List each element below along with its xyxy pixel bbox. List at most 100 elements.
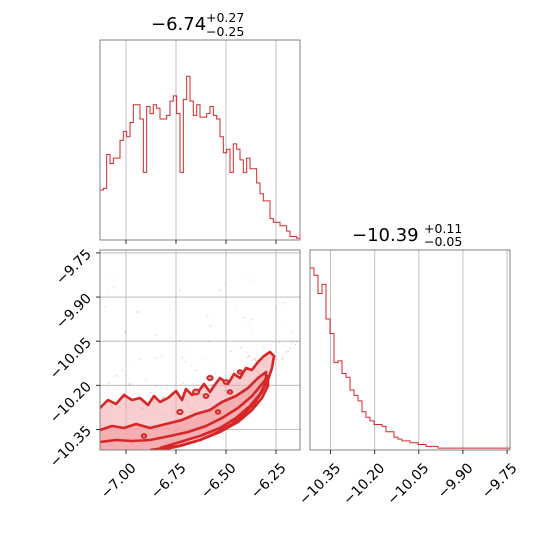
- hist-y-tick-label: −9.75: [479, 460, 521, 502]
- joint-sample-point: [254, 360, 257, 362]
- hist-x-panel: [99, 39, 301, 244]
- joint-sample-point: [246, 273, 248, 276]
- joint-y-tick-label: −9.90: [53, 291, 95, 333]
- joint-sample-point: [291, 347, 294, 349]
- joint-sample-point: [121, 369, 124, 372]
- joint-sample-point: [122, 348, 125, 350]
- joint-sample-point: [185, 350, 187, 353]
- joint-sample-point: [252, 333, 255, 336]
- joint-sample-point: [288, 347, 291, 349]
- joint-sample-point: [179, 289, 181, 292]
- joint-sample-point: [289, 348, 292, 350]
- joint-sample-point: [201, 358, 204, 360]
- joint-sample-point: [275, 358, 277, 360]
- hist-x-frame: [99, 39, 301, 241]
- joint-sample-point: [234, 309, 236, 312]
- joint-sample-point: [253, 357, 256, 360]
- joint-sample-point: [219, 288, 222, 292]
- joint-sample-point: [178, 340, 181, 342]
- joint-sample-point: [124, 331, 127, 334]
- joint-sample-point: [289, 340, 292, 342]
- joint-sample-point: [145, 378, 148, 381]
- joint-sample-point: [256, 353, 259, 356]
- joint-sample-point: [182, 382, 185, 385]
- joint-sample-point: [122, 301, 125, 304]
- hist-y-tick-label: −10.35: [296, 460, 344, 508]
- joint-sample-point: [242, 316, 246, 320]
- hist-y-title-plus: +0.11: [424, 221, 462, 236]
- joint-sample-point: [169, 308, 171, 311]
- joint-sample-point: [250, 329, 253, 332]
- joint-sample-point: [247, 321, 250, 324]
- joint-sample-point: [248, 355, 250, 358]
- joint-sample-point: [278, 341, 281, 343]
- joint-sample-point: [181, 356, 184, 359]
- joint-sample-point: [180, 338, 182, 341]
- joint-sample-point: [214, 372, 217, 375]
- joint-sample-point: [127, 364, 129, 367]
- joint-contour-island: [226, 389, 234, 395]
- joint-sample-point: [209, 364, 212, 366]
- joint-sample-point: [251, 359, 254, 361]
- joint-sample-point: [155, 357, 157, 359]
- joint-sample-point: [294, 344, 297, 346]
- joint-y-tick-label: −10.20: [47, 379, 95, 427]
- joint-contour-islands: [140, 369, 244, 439]
- joint-sample-point: [251, 318, 253, 321]
- joint-contour-island: [192, 388, 200, 396]
- joint-x-tick-label: −6.25: [248, 460, 290, 502]
- joint-sample-point: [112, 285, 115, 289]
- joint-sample-point: [262, 346, 265, 348]
- joint-sample-point: [295, 340, 298, 343]
- joint-sample-point: [278, 302, 281, 305]
- joint-contour-island: [222, 379, 230, 385]
- hist-x-title: −6.74: [151, 14, 206, 35]
- joint-contour-island: [214, 409, 222, 415]
- joint-sample-point: [232, 370, 235, 373]
- joint-sample-point: [150, 391, 152, 394]
- hist-x-title-minus: −0.25: [206, 24, 244, 39]
- joint-x-tick-label: −7.00: [98, 460, 140, 502]
- joint-sample-point: [283, 345, 286, 347]
- joint-sample-point: [282, 356, 285, 359]
- joint-sample-point: [283, 321, 286, 324]
- joint-contour-island: [236, 369, 244, 375]
- joint-contour-island: [176, 408, 184, 416]
- joint-sample-point: [162, 396, 164, 399]
- joint-contour-line-mid: [100, 370, 268, 450]
- joint-sample-point: [124, 374, 126, 377]
- joint-sample-point: [248, 323, 250, 326]
- joint-sample-point: [224, 283, 226, 285]
- joint-sample-point: [280, 357, 283, 360]
- hist-y-tick-label: −10.05: [384, 460, 432, 508]
- hist-x-title-median: −6.74: [151, 14, 206, 35]
- joint-sample-point: [290, 330, 293, 333]
- joint-frame: [99, 249, 301, 451]
- joint-sample-point: [281, 353, 284, 356]
- joint-sample-point: [116, 375, 118, 377]
- joint-sample-point: [160, 355, 163, 357]
- joint-contour-island: [206, 374, 214, 382]
- joint-sample-point: [107, 382, 111, 385]
- hist-x-ticks: [125, 240, 277, 244]
- joint-sample-point: [228, 373, 231, 376]
- joint-sample-point: [107, 386, 109, 388]
- joint-sample-point: [291, 341, 294, 345]
- joint-sample-point: [252, 279, 254, 282]
- hist-y-step-line: [310, 267, 510, 449]
- joint-sample-point: [287, 350, 289, 353]
- joint-sample-point: [154, 334, 157, 337]
- joint-panel: −7.00 −6.75 −6.50 −6.25−9.75−9.90−10.05−10.…: [47, 246, 301, 502]
- joint-x-tick-label: −6.50: [198, 460, 240, 502]
- joint-sample-point: [111, 274, 113, 277]
- hist-y-frame: [309, 249, 511, 451]
- hist-y-panel: −10.35−10.20−10.05 −9.90 −9.75: [296, 249, 521, 508]
- joint-contour-island: [202, 393, 210, 399]
- joint-sample-point: [190, 364, 193, 366]
- joint-sample-point: [184, 361, 187, 363]
- joint-sample-point: [165, 388, 168, 390]
- joint-sample-point: [107, 293, 110, 295]
- joint-sample-point: [211, 383, 213, 386]
- joint-sample-point: [169, 336, 172, 339]
- joint-sample-point: [154, 385, 157, 388]
